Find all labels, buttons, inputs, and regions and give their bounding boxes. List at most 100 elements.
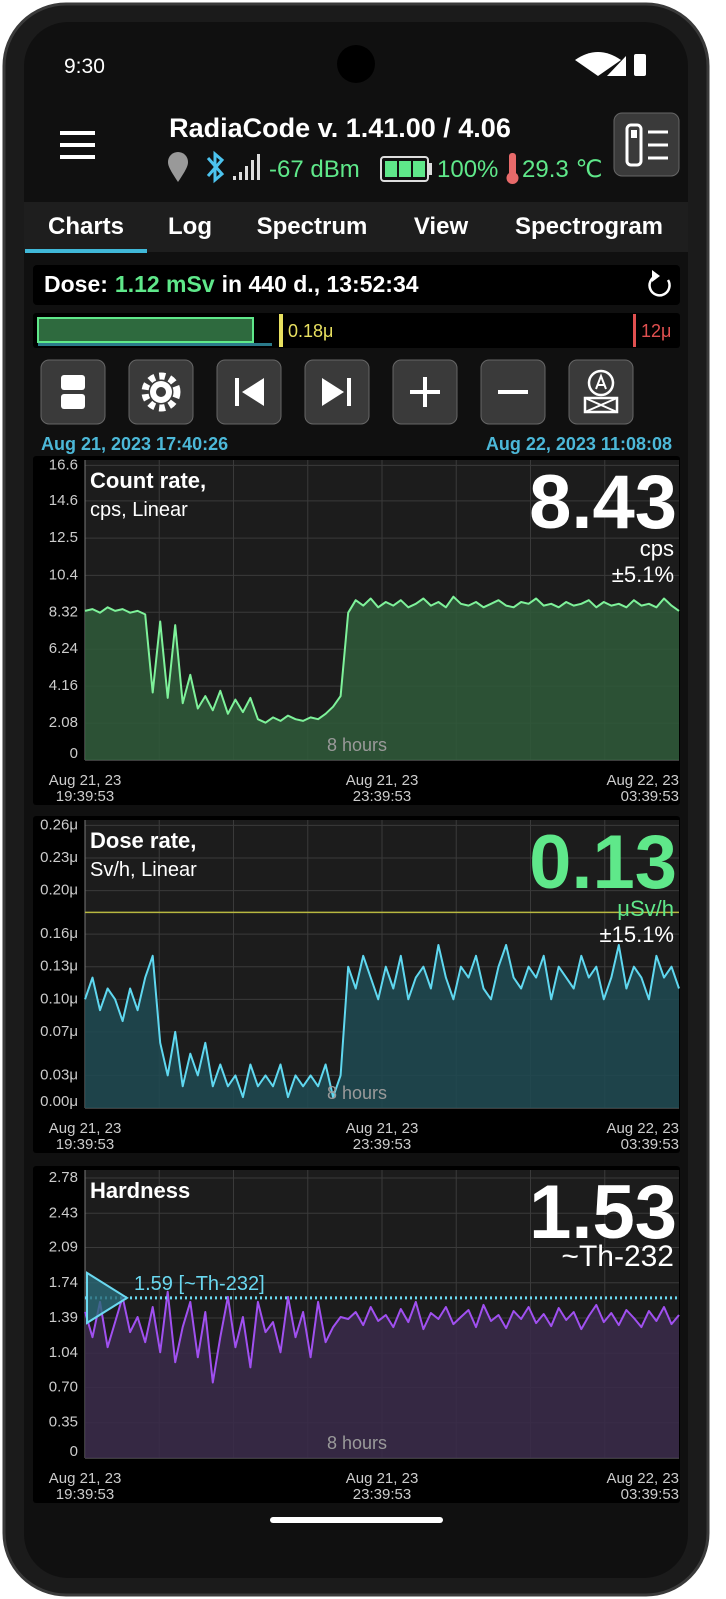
last-button[interactable] xyxy=(304,359,370,425)
chart-subtitle: cps, Linear xyxy=(90,499,188,521)
x-tick-time: 23:39:53 xyxy=(353,1136,411,1153)
dose-bar-marker xyxy=(279,314,283,347)
tab[interactable]: Spectrogram xyxy=(515,213,663,240)
toolbar xyxy=(40,359,634,425)
tab[interactable]: View xyxy=(414,213,469,240)
area-fill xyxy=(85,945,679,1108)
y-tick-label: 0.10μ xyxy=(40,990,78,1007)
x-tick-date: Aug 21, 23 xyxy=(49,1470,122,1487)
reset-button[interactable] xyxy=(648,270,671,297)
menu-button[interactable] xyxy=(60,131,95,159)
span-label: 8 hours xyxy=(327,735,387,755)
series-line xyxy=(84,595,680,724)
reading-value: 8.43 xyxy=(529,460,677,545)
y-tick-label: 2.43 xyxy=(49,1204,78,1221)
span-label: 8 hours xyxy=(327,1083,387,1103)
tab-bar xyxy=(24,202,688,252)
home-indicator xyxy=(270,1517,443,1523)
dose-bar-fill xyxy=(37,317,254,343)
dose-period: in 440 d., 13:52:34 xyxy=(222,271,419,297)
y-tick-label: 0.35 xyxy=(49,1414,78,1431)
tab[interactable]: Log xyxy=(168,213,212,240)
rssi-icon xyxy=(233,154,260,180)
device-settings-button[interactable] xyxy=(613,112,680,177)
x-tick-time: 23:39:53 xyxy=(353,1486,411,1503)
tab[interactable]: Spectrum xyxy=(257,213,368,240)
y-tick-label: 1.39 xyxy=(49,1309,78,1326)
x-tick-time: 19:39:53 xyxy=(56,1136,114,1153)
area-fill xyxy=(85,596,679,760)
dose-bar-track xyxy=(38,343,272,346)
range-end: Aug 22, 2023 11:08:08 xyxy=(486,434,672,454)
reading-error: ±15.1% xyxy=(600,922,674,947)
y-tick-label: 0.70 xyxy=(49,1378,78,1395)
auto-button[interactable] xyxy=(568,359,634,425)
chart: 0.00μ 0.03μ 0.07μ 0.10μ 0.13μ 0.16μ 0.20μ 0.23μ… xyxy=(33,816,680,1153)
span-label: 8 hours xyxy=(327,1433,387,1453)
y-tick-label: 0 xyxy=(70,1443,78,1460)
x-tick-date: Aug 22, 23 xyxy=(606,1470,679,1487)
x-tick-time: 03:39:53 xyxy=(621,788,679,805)
wifi-icon xyxy=(575,52,621,76)
location-icon xyxy=(168,152,188,182)
y-tick-label: 8.32 xyxy=(49,603,78,620)
series-line xyxy=(84,944,680,1099)
y-tick-label: 0.00μ xyxy=(40,1093,78,1110)
x-tick-date: Aug 22, 23 xyxy=(606,772,679,789)
signal-icon xyxy=(607,56,626,76)
y-tick-label: 0.20μ xyxy=(40,882,78,899)
tab[interactable]: Charts xyxy=(48,213,124,240)
y-tick-label: 10.4 xyxy=(49,566,78,583)
chart: 0 0.35 0.70 1.04 1.39 1.74 2.09 2.43 2.78 1.59 [~… xyxy=(33,1166,680,1503)
dose-value: 1.12 mSv xyxy=(115,271,215,297)
chart-title: Count rate, xyxy=(90,468,206,493)
camera xyxy=(337,45,375,83)
dose-bar-limit xyxy=(633,314,636,347)
battery-status-icon xyxy=(634,54,646,76)
first-button[interactable] xyxy=(216,359,282,425)
chart-title: Dose rate, xyxy=(90,828,196,853)
x-tick-date: Aug 21, 23 xyxy=(346,1470,419,1487)
x-tick-time: 03:39:53 xyxy=(621,1486,679,1503)
reference-marker xyxy=(86,1271,129,1325)
y-tick-label: 0.23μ xyxy=(40,849,78,866)
y-tick-label: 14.6 xyxy=(49,492,78,509)
y-tick-label: 0.13μ xyxy=(40,958,78,975)
settings-button[interactable] xyxy=(128,359,194,425)
bluetooth-icon xyxy=(206,150,225,184)
area-fill xyxy=(85,1291,679,1458)
device-title: RadiaCode v. 1.41.00 / 4.06 xyxy=(169,113,511,143)
y-tick-label: 0.16μ xyxy=(40,925,78,942)
signal-strength: -67 dBm xyxy=(269,156,360,183)
chart: 0 2.08 4.16 6.24 8.32 10.4 12.5 14.6 16.6 Count r… xyxy=(33,456,680,805)
y-tick-label: 2.08 xyxy=(49,714,78,731)
battery-icon xyxy=(380,156,432,182)
layout-button[interactable] xyxy=(40,359,106,425)
chart-title: Hardness xyxy=(90,1178,190,1203)
reading-value: 1.53 xyxy=(529,1170,677,1255)
y-tick-label: 0.26μ xyxy=(40,816,78,833)
active-tab-indicator xyxy=(25,249,147,253)
range-start: Aug 21, 2023 17:40:26 xyxy=(41,434,228,454)
x-tick-time: 03:39:53 xyxy=(621,1136,679,1153)
x-tick-date: Aug 22, 23 xyxy=(606,1120,679,1137)
zoom-out-button[interactable] xyxy=(480,359,546,425)
x-tick-time: 23:39:53 xyxy=(353,788,411,805)
y-tick-label: 0.03μ xyxy=(40,1066,78,1083)
chart-subtitle: Sv/h, Linear xyxy=(90,859,197,881)
battery-level: 100% xyxy=(437,156,498,183)
y-tick-label: 2.78 xyxy=(49,1169,78,1186)
y-tick-label: 0.07μ xyxy=(40,1023,78,1040)
reference-label: 1.59 [~Th-232] xyxy=(134,1273,265,1295)
dose-row xyxy=(33,265,680,305)
y-tick-label: 6.24 xyxy=(49,640,78,657)
reading-unit: cps xyxy=(640,536,674,561)
reading-unit: μSv/h xyxy=(617,896,674,921)
dose-summary: Dose: 1.12 mSv in 440 d., 13:52:34 xyxy=(44,271,419,297)
dose-label: Dose: xyxy=(44,271,108,297)
zoom-in-button[interactable] xyxy=(392,359,458,425)
reading-error: ±5.1% xyxy=(612,562,674,587)
temperature: 29.3 ℃ xyxy=(522,156,602,183)
reading-value: 0.13 xyxy=(529,820,677,905)
